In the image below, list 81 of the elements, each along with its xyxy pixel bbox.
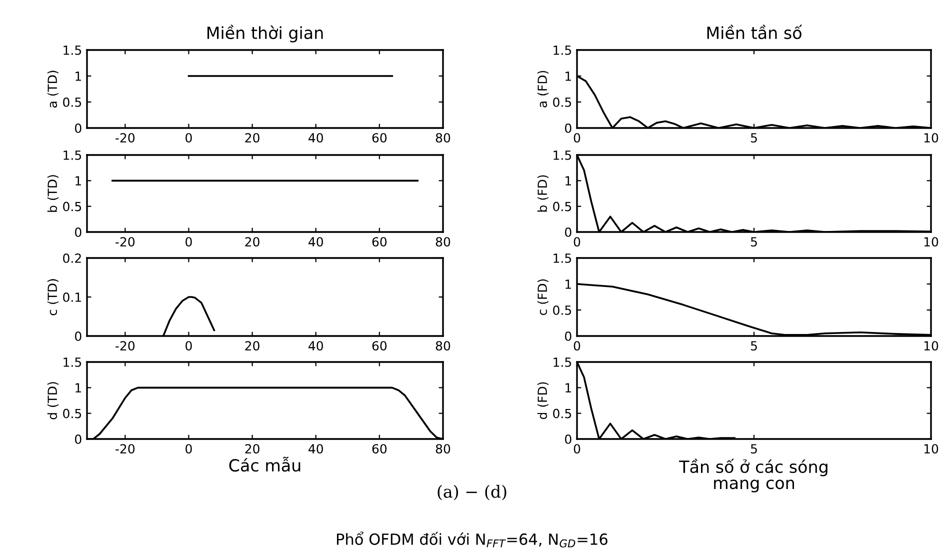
y-tick-label: 1 <box>566 280 571 289</box>
y-tick-label: 1 <box>76 383 81 392</box>
y-axis-title: c (TD) <box>47 279 59 316</box>
x-tick-label: 40 <box>308 133 323 143</box>
y-axis-title: c (FD) <box>537 279 549 316</box>
x-tick-label: 20 <box>245 133 260 143</box>
x-tick-label: 0 <box>574 444 580 454</box>
chart-title: Miền tần số <box>707 24 802 40</box>
x-tick-label: 80 <box>436 237 450 247</box>
y-tick-label: 1.5 <box>554 254 572 263</box>
y-tick-label: 0.2 <box>63 253 81 263</box>
x-tick-label: 20 <box>245 237 260 247</box>
y-axis-title: a (FD) <box>537 70 549 108</box>
y-tick-label: 0 <box>565 331 572 341</box>
y-tick-label: 1.5 <box>554 46 572 55</box>
y-tick-label: 1.5 <box>64 150 82 160</box>
x-tick-label: -20 <box>116 444 135 454</box>
x-tick-label: 0 <box>574 133 580 143</box>
x-axis-title: Tần số ở các sóng mang con <box>679 458 828 492</box>
y-tick-label: 0.5 <box>63 408 82 418</box>
x-tick-label: 80 <box>436 444 450 454</box>
x-tick-label: 40 <box>308 237 323 247</box>
y-tick-label: 1.5 <box>64 46 82 55</box>
x-tick-label: 0 <box>574 341 580 351</box>
y-axis-title: a (TD) <box>47 70 59 108</box>
y-axis-title: d (FD) <box>537 382 549 420</box>
y-tick-label: 0.5 <box>63 202 82 212</box>
y-axis-title: b (FD) <box>537 175 549 212</box>
x-tick-label: 10 <box>924 237 938 247</box>
y-tick-label: 0.5 <box>63 97 82 107</box>
y-tick-label: 0 <box>75 434 82 444</box>
x-tick-label: 60 <box>372 237 387 247</box>
x-tick-label: 5 <box>750 444 757 454</box>
x-tick-label: 80 <box>436 341 450 351</box>
y-tick-label: 0.5 <box>553 408 572 418</box>
x-axis-title: Các mẫu <box>229 456 300 472</box>
x-tick-label: 10 <box>924 133 938 143</box>
x-tick-label: 5 <box>750 237 757 247</box>
y-tick-label: 0 <box>565 227 572 237</box>
x-tick-label: 20 <box>245 444 260 454</box>
x-tick-label: -20 <box>116 237 135 247</box>
y-tick-label: 1 <box>76 176 81 186</box>
x-tick-label: 0 <box>186 444 192 454</box>
y-tick-label: 0.5 <box>553 202 572 212</box>
x-tick-label: 10 <box>924 341 938 351</box>
x-tick-label: 10 <box>924 444 938 454</box>
y-tick-label: 0 <box>565 434 572 444</box>
y-tick-label: 1 <box>566 383 571 392</box>
x-tick-label: 60 <box>372 341 387 351</box>
x-tick-label: 80 <box>436 133 450 143</box>
y-axis-title: b (TD) <box>47 175 59 212</box>
y-tick-label: 0 <box>75 123 82 133</box>
y-tick-label: 1.5 <box>554 150 572 160</box>
text: (a) − (d) <box>438 484 506 500</box>
x-tick-label: -20 <box>116 341 135 351</box>
x-tick-label: 20 <box>245 341 260 351</box>
text: Phổ OFDM đối với N$_{FFT}$=64, N$_{GD}$=16 <box>336 532 608 548</box>
x-tick-label: 5 <box>750 133 757 143</box>
y-tick-label: 1 <box>566 176 571 186</box>
y-tick-label: 0.5 <box>553 305 572 315</box>
x-tick-label: 40 <box>308 444 323 454</box>
x-tick-label: 0 <box>186 341 192 351</box>
y-tick-label: 0.5 <box>553 97 572 107</box>
y-tick-label: 1 <box>76 72 81 81</box>
x-tick-label: 5 <box>750 341 757 351</box>
y-tick-label: 0 <box>75 227 82 237</box>
y-tick-label: 0 <box>565 123 572 133</box>
x-tick-label: -20 <box>116 133 135 143</box>
chart-title: Miền thời gian <box>207 24 323 42</box>
x-tick-label: 0 <box>186 237 192 247</box>
x-tick-label: 0 <box>574 237 580 247</box>
x-tick-label: 0 <box>186 133 192 143</box>
y-tick-label: 1 <box>566 72 571 81</box>
x-tick-label: 60 <box>372 133 387 143</box>
x-tick-label: 40 <box>308 341 323 351</box>
y-tick-label: 1.5 <box>64 358 82 367</box>
y-tick-label: 0.1 <box>63 292 81 302</box>
x-tick-label: 60 <box>372 444 387 454</box>
y-tick-label: 1.5 <box>554 358 572 367</box>
y-axis-title: d (TD) <box>47 382 59 420</box>
y-tick-label: 0 <box>75 331 82 341</box>
